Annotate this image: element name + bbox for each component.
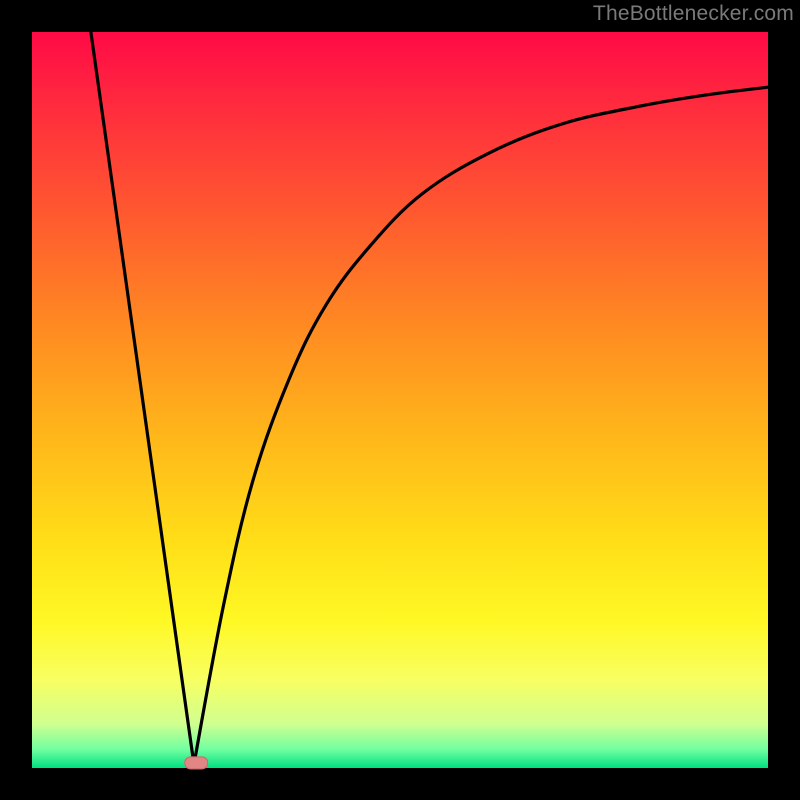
bottleneck-curve: [32, 32, 768, 768]
chart-root: TheBottlenecker.com: [0, 0, 800, 800]
plot-area: [32, 32, 768, 768]
minimum-marker: [184, 756, 208, 769]
watermark-text: TheBottlenecker.com: [593, 2, 794, 26]
